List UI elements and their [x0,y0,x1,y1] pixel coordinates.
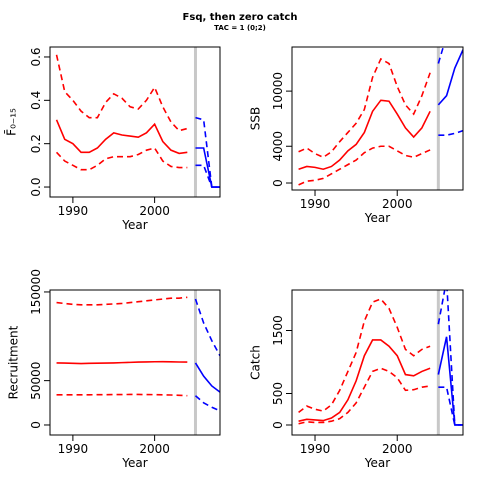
series-line [298,99,431,171]
subtitle: TAC = 1 (0;2) [214,24,266,32]
y-axis-label: Recruitment [7,325,21,399]
plot-area [55,47,220,197]
x-tick-label: 2000 [139,442,170,456]
y-tick-label: 0 [271,179,285,187]
y-axis-label: F̄₀₋₁₅ [4,108,18,136]
series-line [55,147,188,171]
series-line [437,47,445,64]
series-line [55,54,188,132]
series-line [56,296,188,306]
series-line [298,145,431,186]
x-tick-label: 1990 [300,197,331,211]
y-tick-label: 500 [271,382,285,405]
plot-frame [291,46,464,191]
y-tick-label: 0.4 [29,91,43,110]
y-tick-label: 150000 [29,269,43,315]
x-axis-label: Year [364,456,390,470]
plot-frame [49,46,221,198]
x-tick-label: 2000 [139,204,170,218]
series-line [438,129,463,137]
plot-area [298,290,463,435]
series-line [194,362,220,393]
series-line [56,393,188,397]
series-line [298,57,431,159]
y-tick-label: 0.6 [29,47,43,66]
plot-frame [49,289,221,436]
y-tick-label: 0 [271,421,285,429]
series-line [437,49,463,106]
series-line [56,360,188,365]
title: Fsq, then zero catch [183,12,298,23]
plot-area [298,47,463,190]
y-tick-label: 10000 [271,72,285,110]
series-line [438,386,463,426]
x-tick-label: 1990 [300,442,331,456]
x-tick-label: 1990 [58,442,89,456]
series-line [55,119,188,155]
x-axis-label: Year [121,218,147,232]
x-tick-label: 2000 [382,442,413,456]
series-line [194,395,220,412]
x-tick-label: 1990 [58,204,89,218]
series-line [298,298,431,414]
x-axis-label: Year [364,211,390,225]
y-tick-label: 4000 [271,131,285,162]
y-axis-label: Catch [249,345,263,380]
series-line [298,367,431,425]
y-tick-label: 0.0 [29,177,43,196]
plot-frame [291,289,464,436]
y-axis-label: SSB [249,107,263,130]
y-tick-label: 0 [29,421,43,429]
y-tick-label: 50000 [29,362,43,400]
y-tick-label: 0.2 [29,134,43,153]
y-tick-label: 1500 [271,315,285,346]
plot-area [56,290,220,435]
x-tick-label: 2000 [382,197,413,211]
series-line [194,298,220,357]
x-axis-label: Year [121,456,147,470]
series-line [298,339,431,422]
series-line [195,164,220,188]
